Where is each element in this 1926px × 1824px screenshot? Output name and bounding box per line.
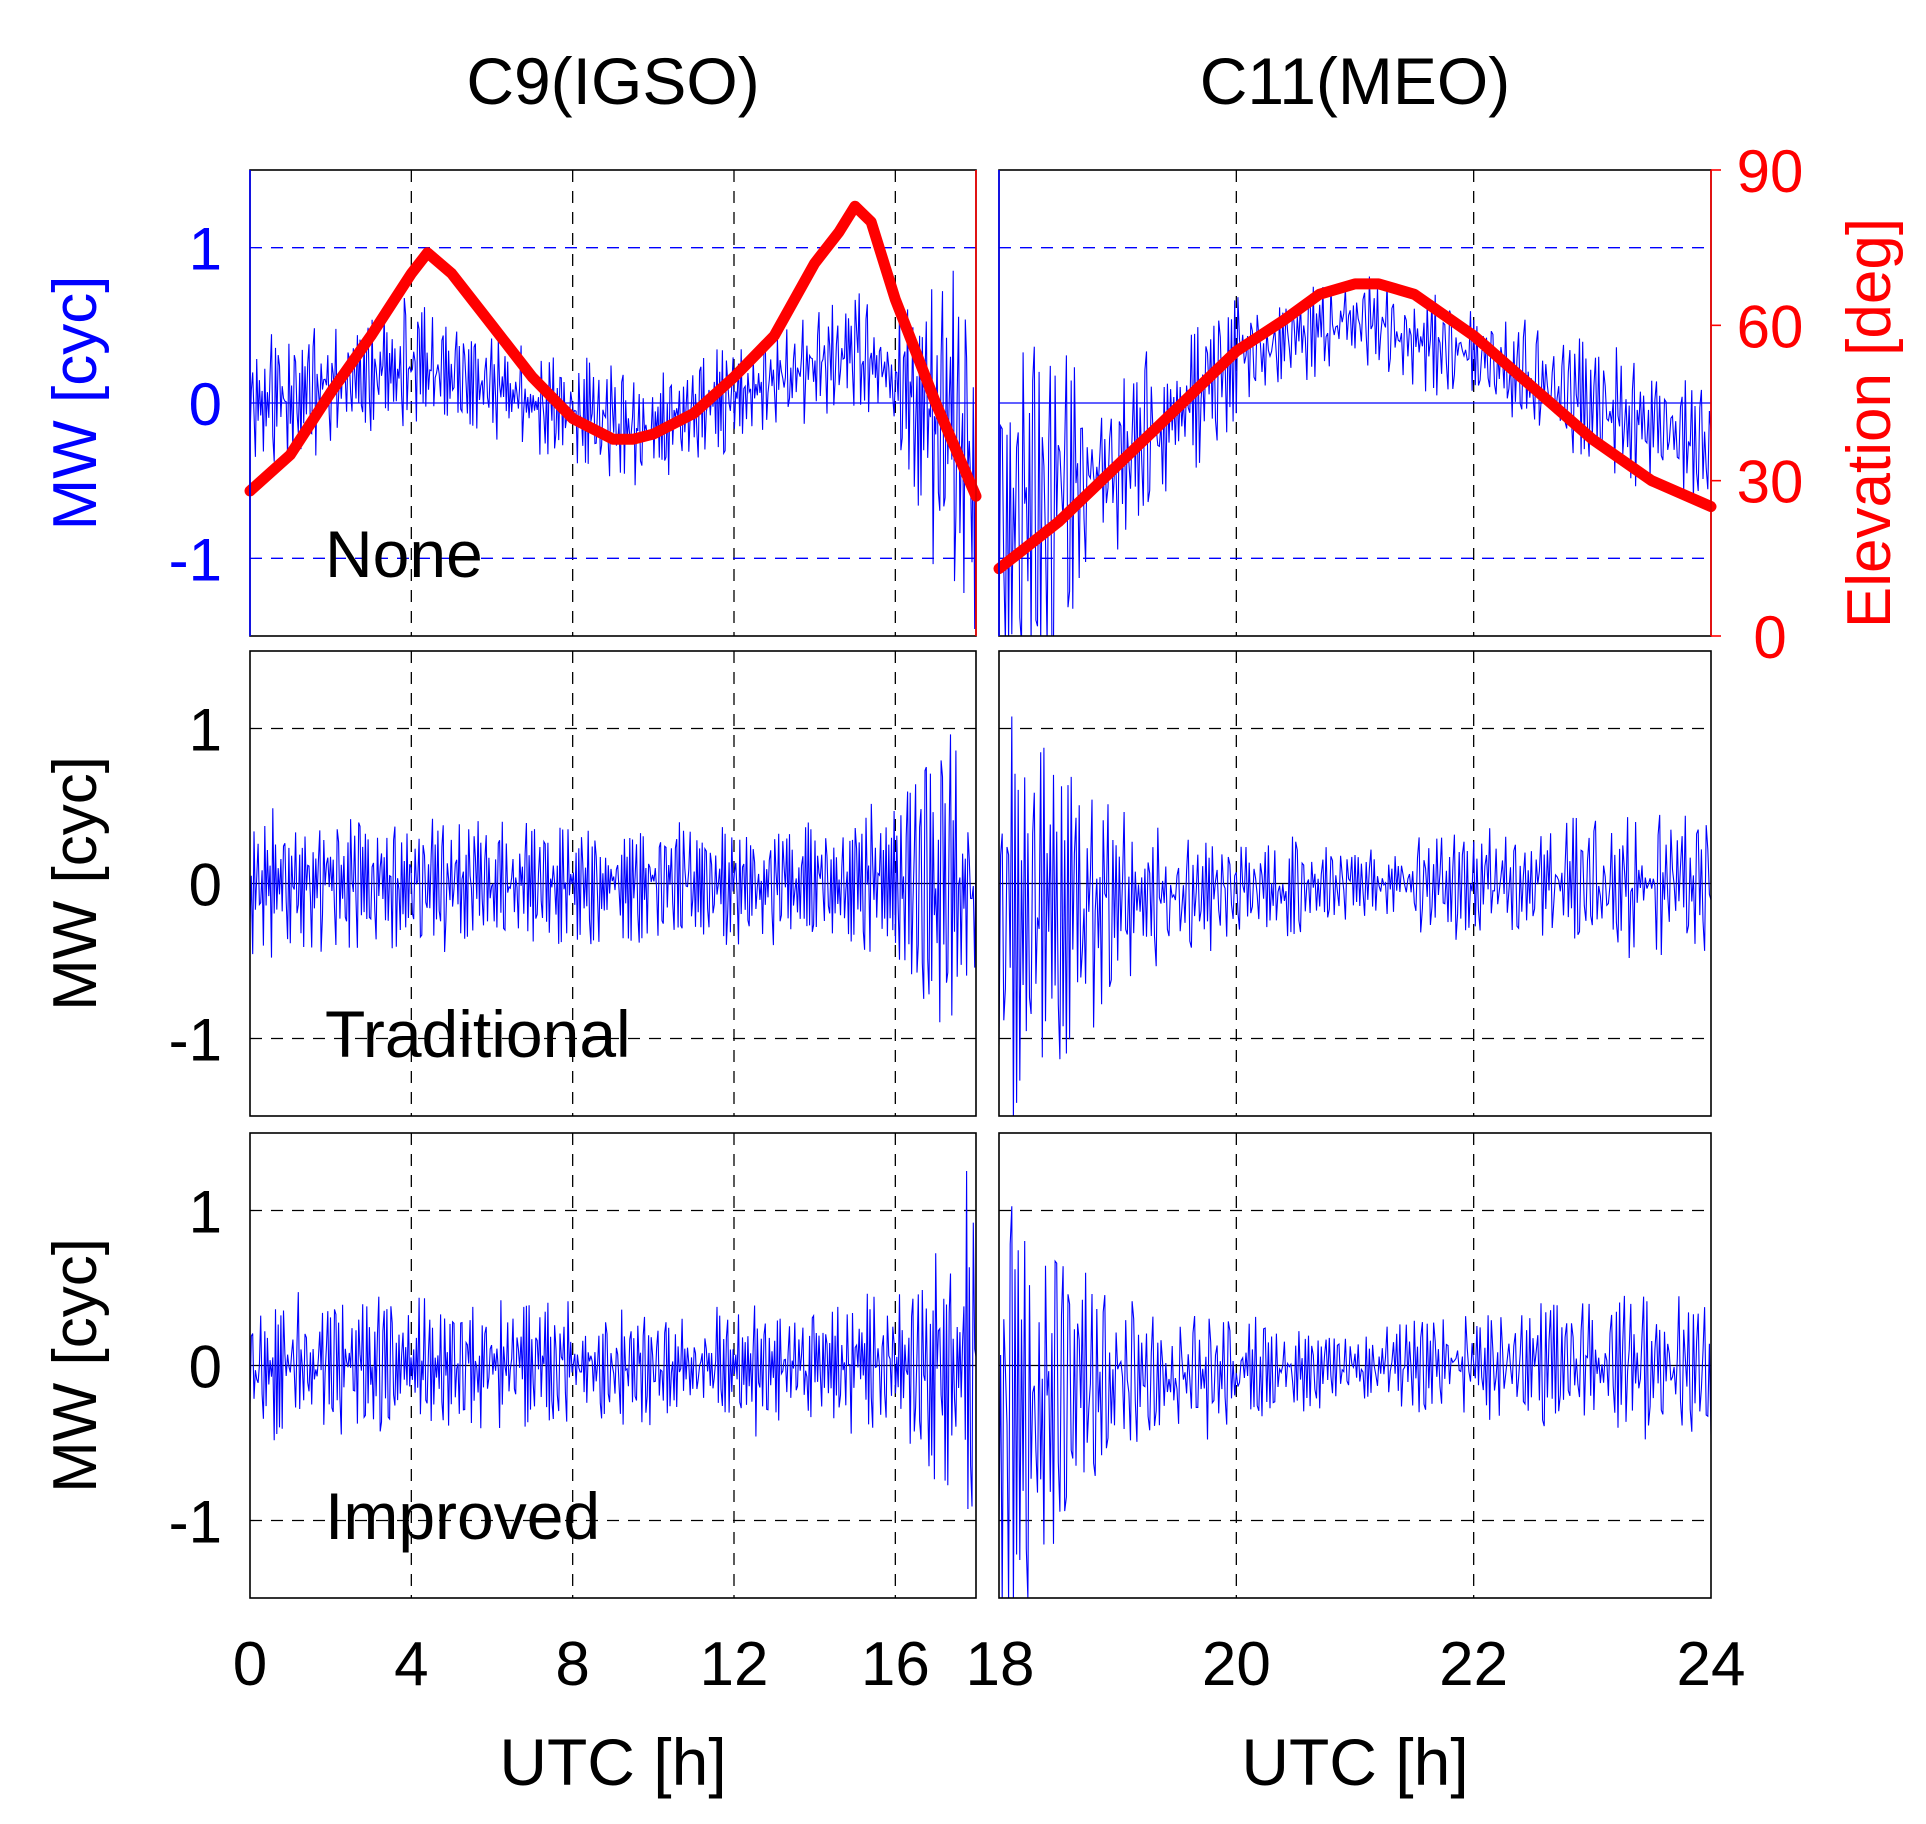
elevation-tick-label: 0 xyxy=(1753,604,1786,671)
column-title: C11(MEO) xyxy=(1200,44,1510,118)
panel-annotation: None xyxy=(325,517,483,591)
c9-traditional-panel xyxy=(249,650,977,1117)
y-tick-label: 1 xyxy=(189,216,222,283)
x-tick-label: 12 xyxy=(700,1630,769,1699)
y-tick-label: 0 xyxy=(189,852,222,919)
x-tick-label: 22 xyxy=(1439,1630,1508,1699)
c11-none-panel xyxy=(993,169,1721,637)
x-tick-label: 8 xyxy=(555,1630,589,1699)
panel-annotation: Traditional xyxy=(325,997,631,1071)
x-axis-label: UTC [h] xyxy=(499,1725,726,1799)
x-tick-label: 4 xyxy=(394,1630,428,1699)
y-tick-label: 1 xyxy=(189,697,222,764)
plot-frame xyxy=(249,1132,977,1599)
mw-series-line xyxy=(999,716,1711,1116)
column-title: C9(IGSO) xyxy=(466,44,759,118)
c9-improved-panel xyxy=(249,1132,977,1599)
x-tick-label: 16 xyxy=(861,1630,930,1699)
x-tick-label: 20 xyxy=(1202,1630,1271,1699)
plot-frame xyxy=(998,1132,1712,1599)
x-axis-label: UTC [h] xyxy=(1241,1725,1468,1799)
c9-none-panel xyxy=(244,169,982,637)
elevation-series-line xyxy=(244,200,982,502)
x-tick-label: 24 xyxy=(1677,1630,1746,1699)
mw-series-line xyxy=(250,270,976,630)
elevation-axis-label: Elevation [deg] xyxy=(1835,218,1904,628)
elevation-tick-label: 30 xyxy=(1737,449,1804,516)
c11-improved-panel xyxy=(998,1132,1712,1599)
elevation-tick-label: 90 xyxy=(1737,138,1804,205)
mw-series-line xyxy=(250,734,976,1023)
elevation-tick-label: 60 xyxy=(1737,293,1804,360)
y-tick-label: 0 xyxy=(189,1334,222,1401)
plot-frame xyxy=(249,650,977,1117)
mw-series-line xyxy=(250,1170,976,1510)
c11-traditional-panel xyxy=(998,650,1712,1117)
mw-series-line xyxy=(999,276,1711,636)
y-axis-label: MW [cyc] xyxy=(41,756,110,1011)
y-tick-label: -1 xyxy=(169,1007,222,1074)
elevation-series-line xyxy=(993,278,1717,575)
y-tick-label: -1 xyxy=(169,526,222,593)
y-tick-label: 1 xyxy=(189,1179,222,1246)
y-axis-label: MW [cyc] xyxy=(41,276,110,531)
y-tick-label: 0 xyxy=(189,371,222,438)
x-tick-label: 0 xyxy=(233,1630,267,1699)
y-tick-label: -1 xyxy=(169,1489,222,1556)
x-tick-label: 18 xyxy=(966,1630,1035,1699)
mw-series-line xyxy=(999,1206,1711,1598)
y-axis-label: MW [cyc] xyxy=(41,1238,110,1493)
panel-annotation: Improved xyxy=(325,1479,600,1553)
plot-frame xyxy=(998,650,1712,1117)
